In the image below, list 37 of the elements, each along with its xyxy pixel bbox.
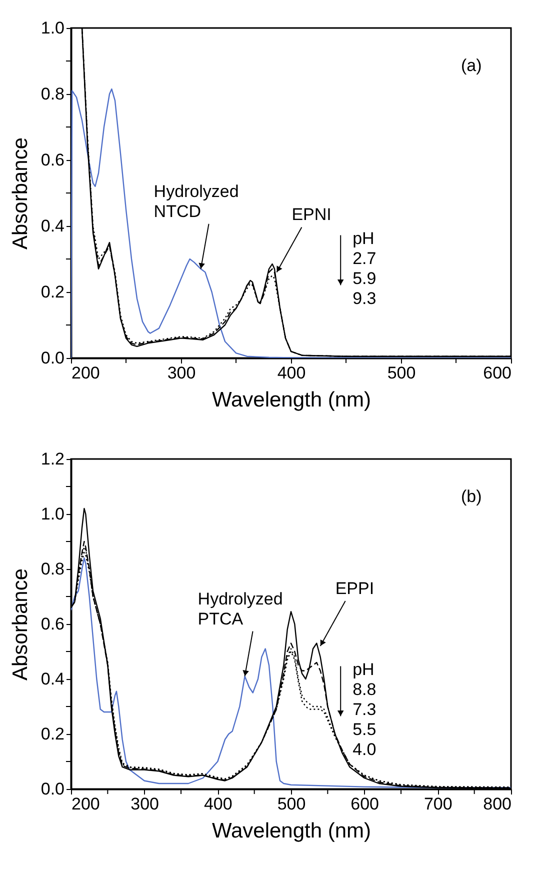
x-tick-label: 500 [277,794,306,814]
y-tick-label: 0.8 [40,84,64,104]
x-tick-label: 600 [350,794,380,814]
y-tick-label: 0.6 [40,614,64,634]
y-tick-label: 1.0 [40,504,64,524]
annotation: Hydrolyzed PTCA [198,589,283,628]
annotation: pH 2.7 5.9 9.3 [352,229,376,308]
x-tick-label: 800 [483,794,512,814]
annotation: EPPI [335,579,374,598]
y-tick-label: 0.0 [40,348,64,368]
y-axis-title: Absorbance [8,137,32,250]
annotation: EPNI [292,205,332,224]
x-tick-label: 400 [204,794,232,814]
x-tick-label: 400 [277,364,306,382]
x-tick-label: 300 [167,364,196,382]
annotation: (b) [461,487,482,506]
annotation: pH 8.8 7.3 5.5 4.0 [352,660,376,760]
x-axis-title: Wavelength (nm) [212,388,372,412]
y-tick-label: 0.0 [40,780,64,798]
x-axis-title: Wavelength (nm) [212,820,372,842]
y-tick-label: 0.2 [40,724,64,744]
y-tick-label: 1.0 [40,18,64,38]
y-axis-title: Absorbance [8,568,32,681]
y-tick-label: 1.2 [40,450,64,468]
y-tick-label: 0.4 [40,216,64,236]
annotation: Hydrolyzed NTCD [154,182,239,221]
x-tick-label: 200 [72,794,100,814]
x-tick-label: 500 [387,364,416,382]
x-tick-label: 600 [483,364,512,382]
y-tick-label: 0.2 [40,282,64,302]
x-tick-label: 200 [72,364,100,382]
y-tick-label: 0.8 [40,560,64,578]
y-tick-label: 0.4 [40,670,64,688]
x-tick-label: 300 [130,794,160,814]
annotation: (a) [461,56,482,75]
y-tick-label: 0.6 [40,150,64,170]
x-tick-label: 700 [424,794,452,814]
